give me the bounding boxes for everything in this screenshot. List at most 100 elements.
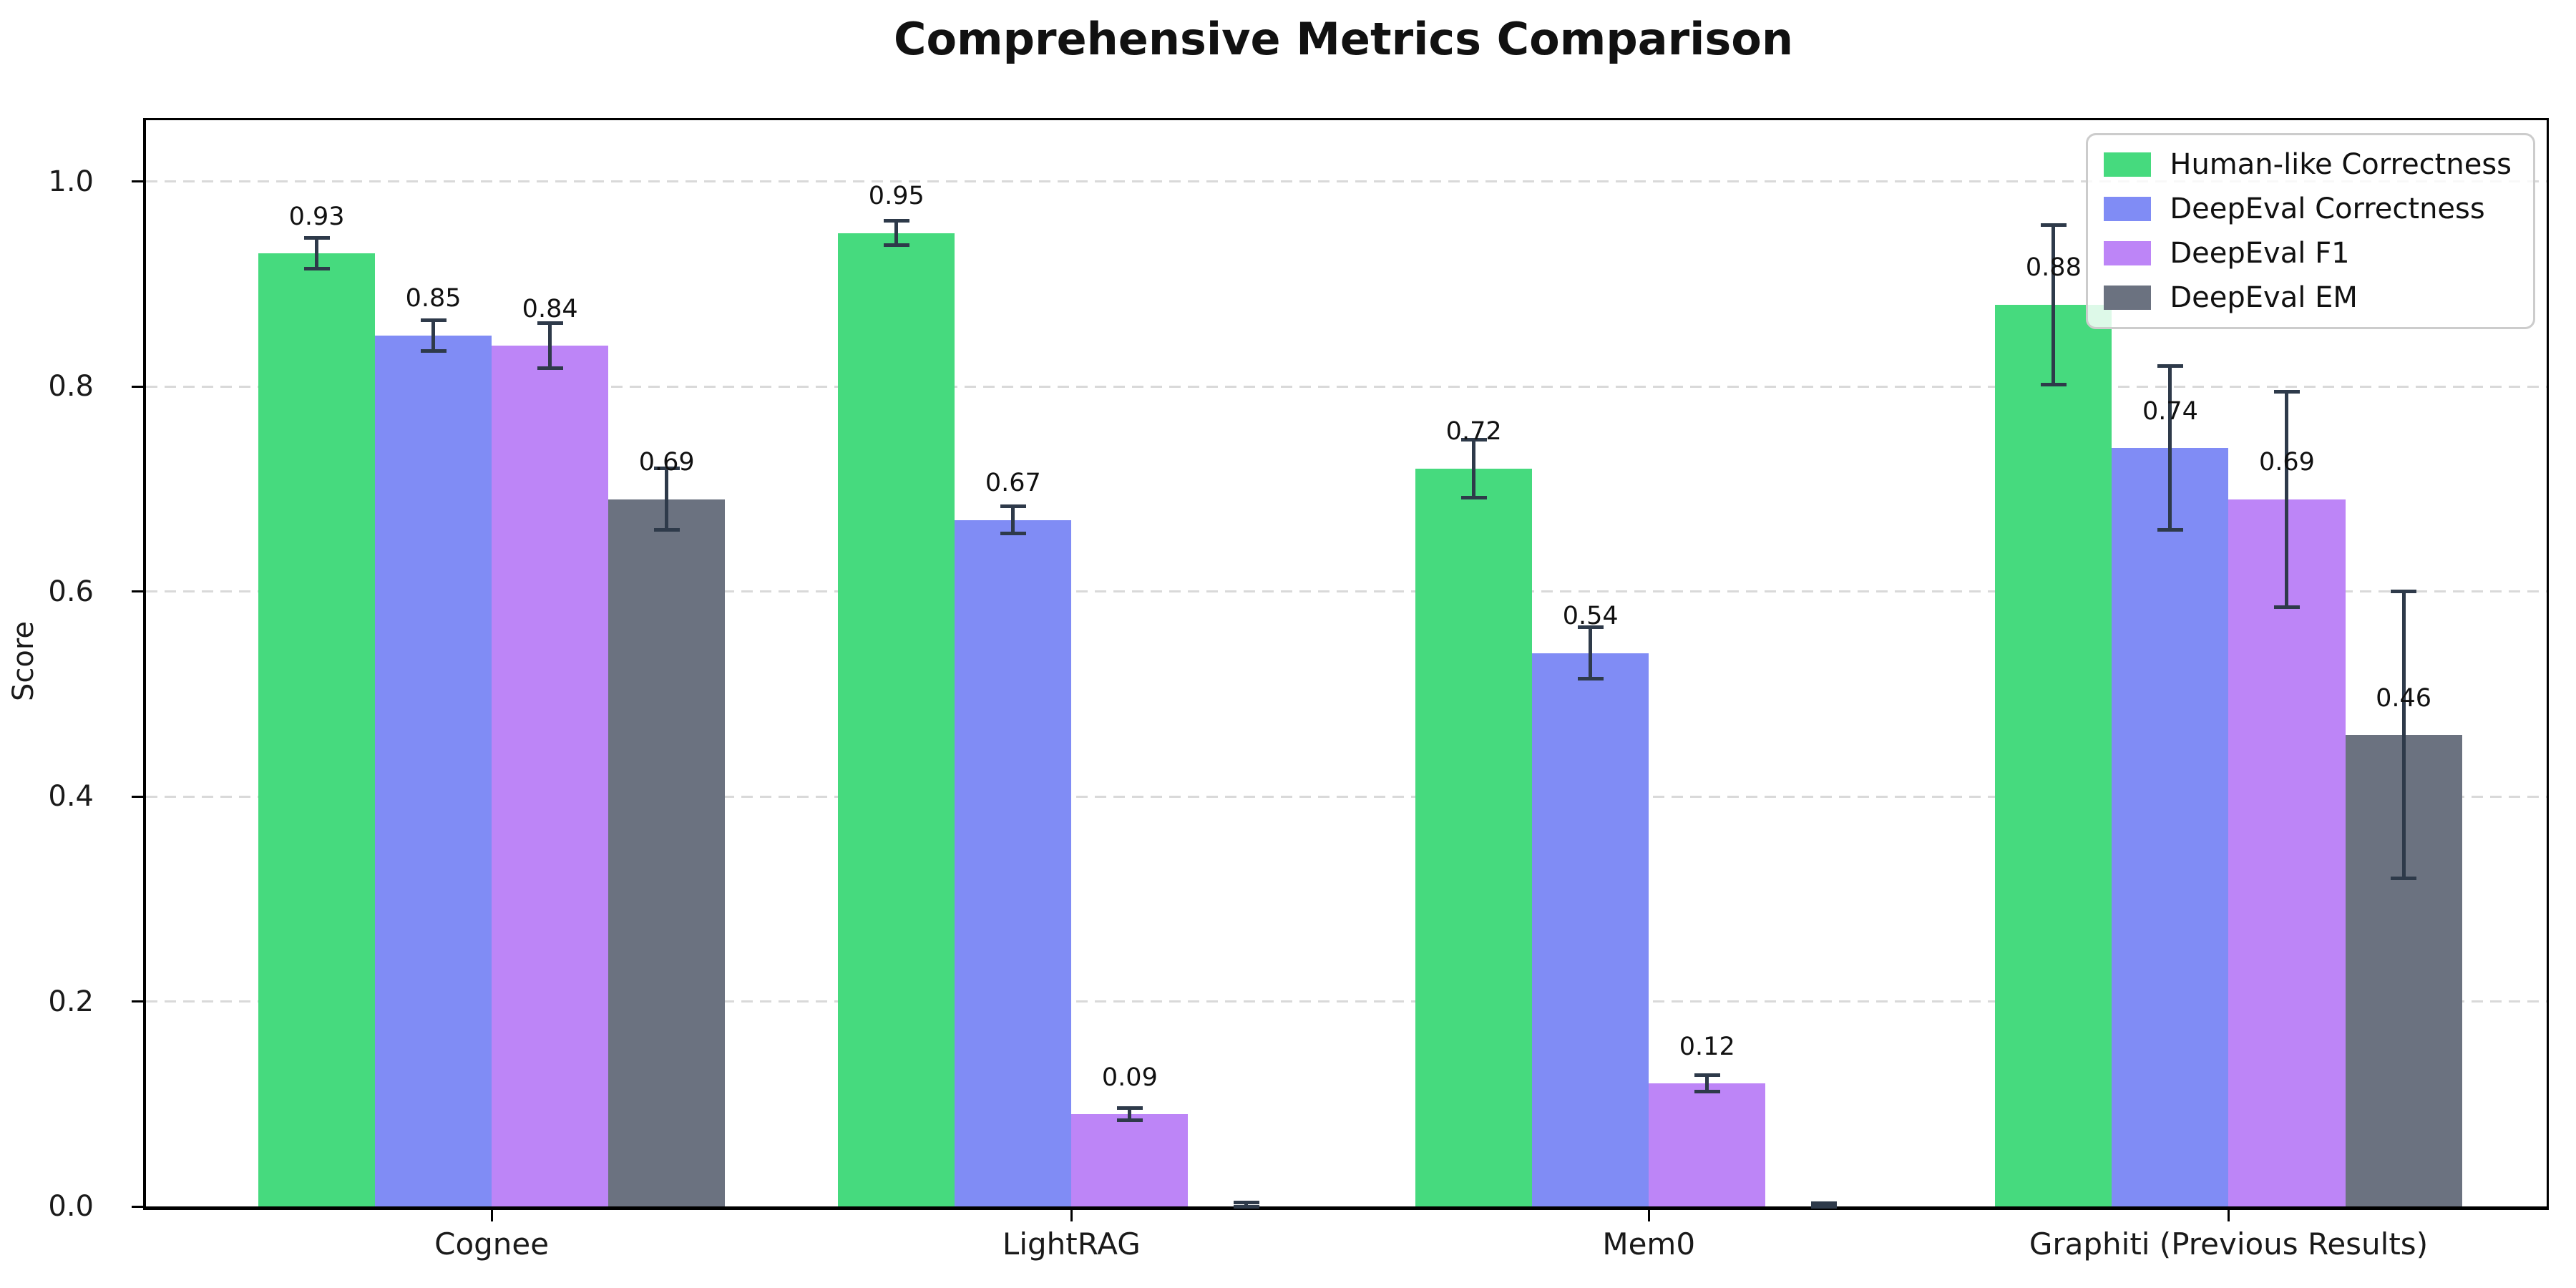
error-bar [548, 323, 552, 369]
error-bar-cap [1233, 1200, 1259, 1204]
bar-deepeval-em-cognee [608, 499, 726, 1206]
error-bar-cap [537, 366, 563, 371]
bar-deepeval-correctness-cognee [375, 335, 492, 1206]
bar-value-label: 0.72 [1445, 417, 1502, 447]
error-bar [1011, 506, 1015, 534]
legend-item-deepeval-f1: DeepEval F1 [2104, 237, 2512, 270]
y-tick-mark [132, 1205, 143, 1208]
bar-deepeval-correctness-mem0 [1532, 653, 1649, 1206]
legend-swatch-icon [2104, 152, 2152, 177]
x-tick-mark [1070, 1210, 1073, 1221]
bar-value-label: 0.85 [405, 284, 462, 313]
bar-value-label: 0.09 [1101, 1063, 1158, 1092]
bar-human-like-correctness-mem0 [1415, 468, 1533, 1206]
y-tick-mark [132, 385, 143, 388]
error-bar-cap [420, 348, 447, 353]
error-bar-cap [2391, 877, 2417, 881]
y-tick-mark [132, 1000, 143, 1003]
bar-value-label: 0.54 [1562, 602, 1619, 631]
bar-value-label: 0.93 [288, 202, 345, 231]
error-bar-cap [2157, 528, 2183, 532]
error-bar [1589, 627, 1593, 679]
error-bar [894, 220, 899, 245]
error-bar-cap [2273, 390, 2300, 394]
error-bar-cap [1577, 676, 1604, 680]
y-tick-mark [132, 180, 143, 183]
x-tick-label-graphiti-previous-results: Graphiti (Previous Results) [2029, 1226, 2429, 1262]
error-bar [2401, 591, 2406, 879]
error-bar-cap [2391, 590, 2417, 594]
error-bar-cap [1694, 1073, 1720, 1078]
error-bar-cap [653, 467, 680, 471]
error-bar-cap [303, 267, 330, 271]
error-bar-cap [2157, 364, 2183, 369]
bar-value-label: 0.69 [2259, 448, 2315, 477]
legend-item-deepeval-correctness: DeepEval Correctness [2104, 192, 2512, 225]
error-bar-cap [420, 318, 447, 322]
x-tick-label-cognee: Cognee [434, 1226, 550, 1262]
error-bar [2168, 366, 2172, 530]
y-tick-label: 0.4 [48, 780, 94, 814]
error-bar-cap [883, 218, 909, 223]
y-tick-mark [132, 590, 143, 593]
error-bar-cap [537, 321, 563, 326]
bar-human-like-correctness-cognee [258, 253, 376, 1206]
bar-human-like-correctness-graphiti-previous-results [1995, 304, 2112, 1206]
error-bar-cap [1694, 1090, 1720, 1094]
error-bar-cap [1810, 1201, 1837, 1206]
bar-deepeval-correctness-lightrag [955, 519, 1072, 1206]
error-bar-cap [1233, 1204, 1259, 1209]
error-bar-cap [1460, 438, 1487, 442]
legend-label: DeepEval Correctness [2170, 192, 2485, 225]
bar-deepeval-f1-mem0 [1649, 1083, 1766, 1206]
error-bar [315, 238, 319, 269]
y-tick-mark [132, 795, 143, 798]
x-tick-label-lightrag: LightRAG [1002, 1226, 1141, 1262]
error-bar-cap [2040, 223, 2067, 227]
error-bar-cap [1116, 1118, 1143, 1123]
error-bar [1472, 439, 1476, 497]
x-tick-mark [2227, 1210, 2230, 1221]
bar-deepeval-f1-cognee [492, 346, 609, 1206]
error-bar [431, 320, 436, 351]
bar-value-label: 0.74 [2142, 396, 2198, 426]
error-bar-cap [1116, 1106, 1143, 1111]
error-bar [1128, 1108, 1132, 1121]
error-bar [2285, 391, 2289, 608]
bar-value-label: 0.95 [868, 182, 924, 211]
chart-title: Comprehensive Metrics Comparison [893, 13, 1794, 65]
x-tick-mark [1647, 1210, 1650, 1221]
bar-deepeval-correctness-graphiti-previous-results [2112, 448, 2229, 1206]
legend-swatch-icon [2104, 286, 2152, 310]
legend-swatch-icon [2104, 197, 2152, 221]
gridline [146, 385, 2547, 388]
legend-swatch-icon [2104, 241, 2152, 265]
bar-deepeval-f1-graphiti-previous-results [2228, 499, 2346, 1206]
bar-human-like-correctness-lightrag [838, 233, 955, 1206]
legend-label: DeepEval EM [2170, 281, 2358, 314]
y-tick-label: 1.0 [48, 165, 94, 198]
legend-label: Human-like Correctness [2170, 148, 2512, 181]
legend: Human-like Correctness DeepEval Correctne… [2086, 133, 2535, 329]
legend-item-human-like-correctness: Human-like Correctness [2104, 148, 2512, 181]
gridline [146, 590, 2547, 593]
error-bar [1244, 1202, 1249, 1206]
x-tick-label-mem0: Mem0 [1602, 1226, 1696, 1262]
x-tick-mark [490, 1210, 493, 1221]
bar-value-label: 0.88 [2025, 253, 2082, 283]
plot-area: Human-like Correctness DeepEval Correctne… [48, 118, 2549, 1262]
y-tick-label: 0.6 [48, 575, 94, 608]
error-bar-cap [1000, 531, 1026, 535]
error-bar-cap [1000, 504, 1026, 509]
error-bar-cap [303, 236, 330, 240]
error-bar-cap [1810, 1204, 1837, 1209]
bar-value-label: 0.12 [1679, 1032, 1735, 1061]
gridline [146, 795, 2547, 798]
error-bar [1705, 1075, 1709, 1092]
y-tick-label: 0.0 [48, 1190, 94, 1223]
error-bar-cap [2040, 382, 2067, 386]
bar-value-label: 0.46 [2376, 683, 2431, 713]
y-tick-label: 0.8 [48, 370, 94, 404]
legend-item-deepeval-em: DeepEval EM [2104, 281, 2512, 314]
